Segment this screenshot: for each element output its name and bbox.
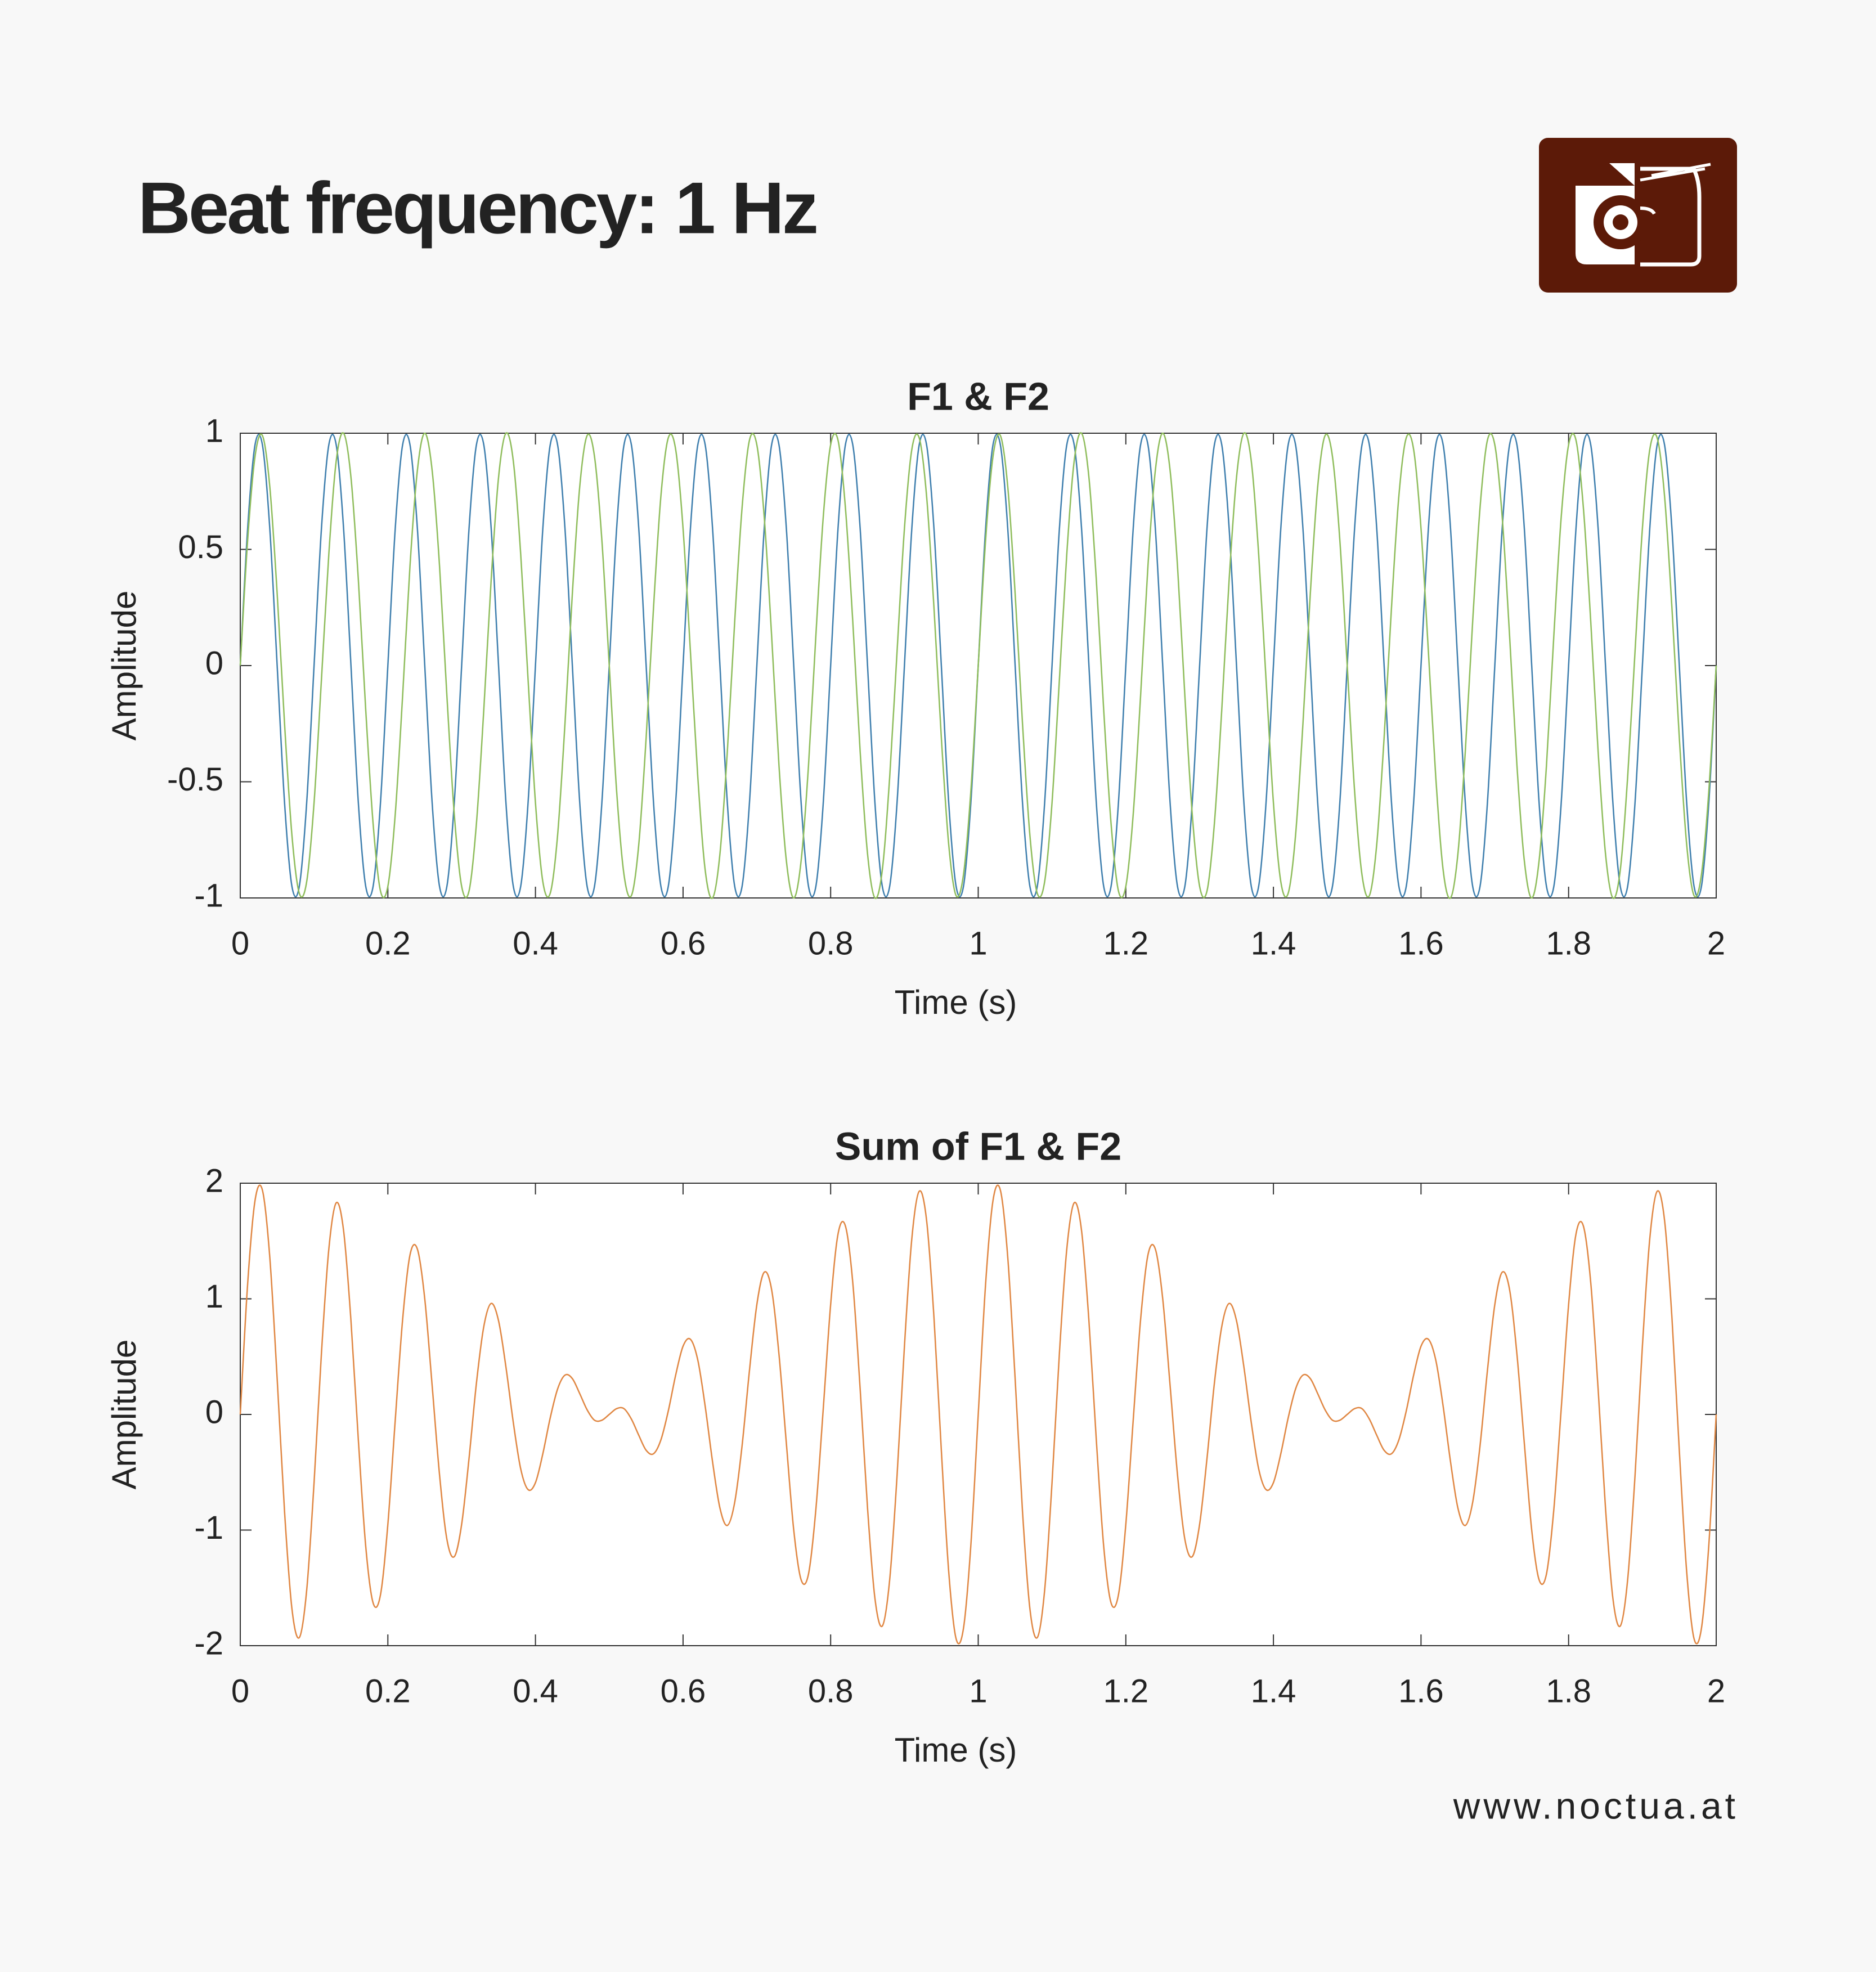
line-series xyxy=(239,1184,1717,1645)
chart-title: Sum of F1 & F2 xyxy=(835,1124,1121,1168)
y-tick-label: 0 xyxy=(205,1394,223,1430)
x-tick-label: 0.8 xyxy=(808,925,854,962)
chart: F1 & F2 -1 -0.5 0 0.5 1 0 0.2 0.4 0.6 0.8 1 1.2 1.4 1.… xyxy=(105,374,1725,1021)
x-tick-label: 0.4 xyxy=(513,925,558,962)
x-axis-label: Time (s) xyxy=(895,983,1017,1021)
y-tick-label: 1 xyxy=(205,1278,223,1315)
x-tick-label: 0.8 xyxy=(808,1673,854,1709)
x-tick-label: 1.8 xyxy=(1546,1673,1591,1709)
y-tick-label: -1 xyxy=(194,1510,223,1546)
x-tick-label: 0.6 xyxy=(661,1673,706,1709)
y-tick-label: -0.5 xyxy=(167,761,223,798)
charts: F1 & F2 -1 -0.5 0 0.5 1 0 0.2 0.4 0.6 0.8 1 1.2 1.4 1.… xyxy=(105,374,1725,1768)
logo xyxy=(1539,138,1737,293)
x-tick-label: 1.2 xyxy=(1103,925,1148,962)
x-tick-label: 0.4 xyxy=(513,1673,558,1709)
x-axis-label: Time (s) xyxy=(895,1731,1017,1769)
y-tick-label: -1 xyxy=(194,877,223,914)
y-axis-label: Amplitude xyxy=(105,1340,143,1490)
x-tick-label: 1.6 xyxy=(1398,925,1444,962)
chart-title: F1 & F2 xyxy=(907,374,1049,418)
page-title: Beat frequency: 1 Hz xyxy=(138,167,816,249)
chart: Sum of F1 & F2 -2 -1 0 1 2 0 0.2 0.4 0.6 0.8 1 1.2 1.… xyxy=(105,1124,1725,1768)
y-tick-label: -2 xyxy=(194,1625,223,1661)
x-tick-label: 1 xyxy=(969,925,987,962)
y-tick-label: 0 xyxy=(205,645,223,681)
x-tick-label: 2 xyxy=(1707,925,1725,962)
x-tick-label: 0.2 xyxy=(365,1673,411,1709)
x-tick-label: 1.8 xyxy=(1546,925,1591,962)
x-tick-label: 0.6 xyxy=(661,925,706,962)
x-tick-label: 1.6 xyxy=(1398,1673,1444,1709)
x-tick-label: 1 xyxy=(969,1673,987,1709)
y-axis-label: Amplitude xyxy=(105,591,143,741)
x-tick-label: 0 xyxy=(231,925,249,962)
footer-url: www.noctua.at xyxy=(1453,1785,1739,1826)
x-tick-label: 1.4 xyxy=(1251,925,1296,962)
y-tick-label: 0.5 xyxy=(178,529,223,565)
line-series xyxy=(239,432,1717,899)
x-tick-label: 1.2 xyxy=(1103,1673,1148,1709)
x-tick-label: 0 xyxy=(231,1673,249,1709)
y-tick-label: 2 xyxy=(205,1162,223,1199)
x-tick-label: 1.4 xyxy=(1251,1673,1296,1709)
x-tick-label: 2 xyxy=(1707,1673,1725,1709)
y-tick-label: 1 xyxy=(205,412,223,449)
x-tick-label: 0.2 xyxy=(365,925,411,962)
